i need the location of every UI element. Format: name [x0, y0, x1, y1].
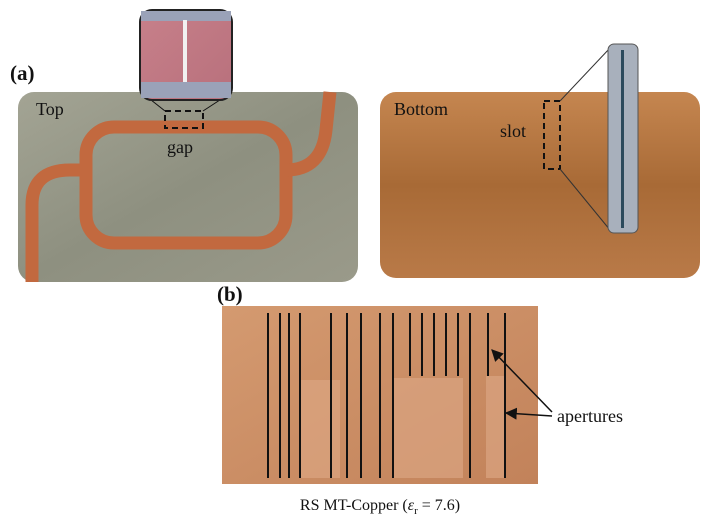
apertures-label: apertures [557, 406, 623, 426]
gap-label: gap [167, 137, 193, 157]
bottom-label: Bottom [394, 99, 448, 119]
slot-label: slot [500, 121, 526, 141]
top-label: Top [36, 99, 64, 119]
caption-text: RS MT-Copper ( [300, 497, 408, 514]
slot-inset [608, 44, 638, 233]
page: (a) Top gap Bottom slot (b) [0, 0, 705, 521]
figure: (a) Top gap Bottom slot (b) [0, 0, 705, 521]
panel-label: (a) [10, 61, 35, 85]
panel-label: (b) [217, 282, 243, 306]
caption-text: = 7.6) [418, 497, 460, 514]
bottom-photo [380, 92, 700, 278]
caption: RS MT-Copper (εr = 7.6) [300, 497, 460, 517]
gap-inset [140, 10, 232, 100]
